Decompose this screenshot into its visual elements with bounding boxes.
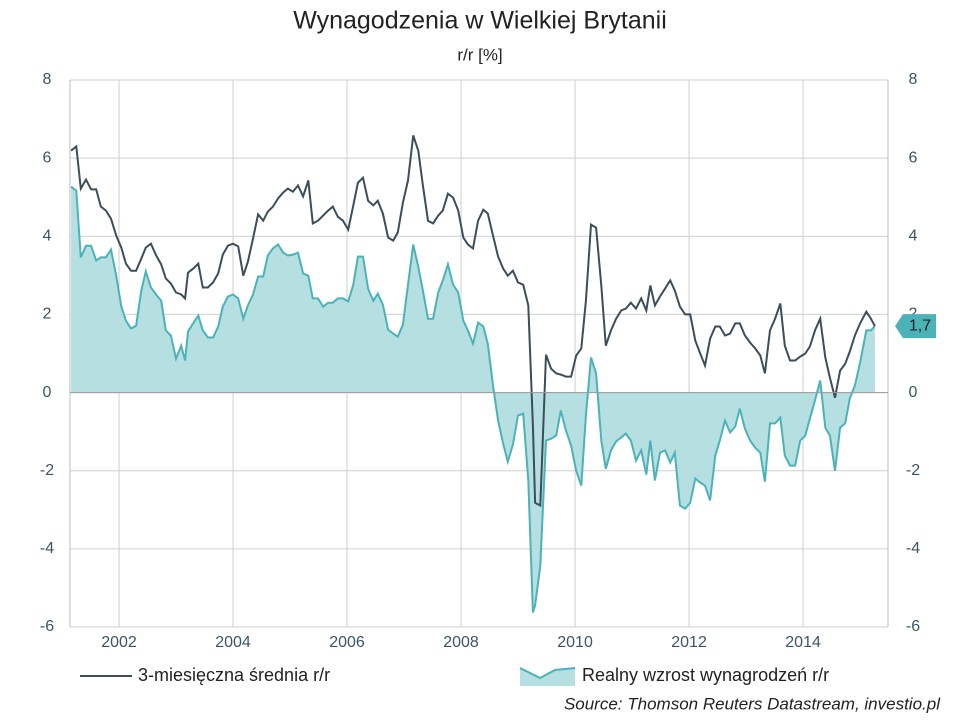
y2-tick-label: 4 [909, 228, 918, 245]
y2-tick-label: -2 [906, 462, 920, 479]
y2-tick-label: 8 [909, 71, 918, 88]
legend-label: Realny wzrost wynagrodzeń r/r [582, 665, 829, 685]
y2-tick-label: -4 [906, 540, 920, 557]
y-tick-label: -2 [40, 462, 54, 479]
area-line [70, 185, 876, 613]
source: Source: Thomson Reuters Datastream, inve… [564, 694, 941, 713]
y-tick-label: -4 [40, 540, 54, 557]
x-tick-label: 2002 [101, 634, 137, 651]
chart-subtitle: r/r [%] [457, 45, 502, 64]
x-tick-label: 2010 [557, 634, 593, 651]
y2-tick-label: 0 [909, 384, 918, 401]
x-tick-label: 2008 [443, 634, 479, 651]
x-tick-label: 2012 [671, 634, 707, 651]
legend-swatch [520, 668, 575, 686]
x-tick-label: 2006 [329, 634, 365, 651]
end-label-box [895, 314, 936, 339]
y2-tick-label: -6 [906, 618, 920, 635]
x-tick-label: 2004 [215, 634, 251, 651]
y-tick-label: 2 [43, 306, 52, 323]
x-tick-label: 2014 [785, 634, 821, 651]
area [71, 186, 875, 613]
line [70, 135, 876, 508]
legend-swatch-line [519, 667, 576, 680]
y-tick-label: -6 [40, 618, 54, 635]
y-tick-label: 4 [43, 228, 52, 245]
y2-tick-label: 6 [909, 149, 918, 166]
legend-label: 3-miesięczna średnia r/r [138, 665, 330, 685]
y-tick-label: 0 [43, 384, 52, 401]
y-tick-label: 6 [43, 149, 52, 166]
y-tick-label: 8 [43, 71, 52, 88]
end-label: 1,7 [909, 317, 931, 334]
chart-title: Wynagodzenia w Wielkiej Brytanii [293, 7, 667, 35]
grid [70, 79, 888, 628]
